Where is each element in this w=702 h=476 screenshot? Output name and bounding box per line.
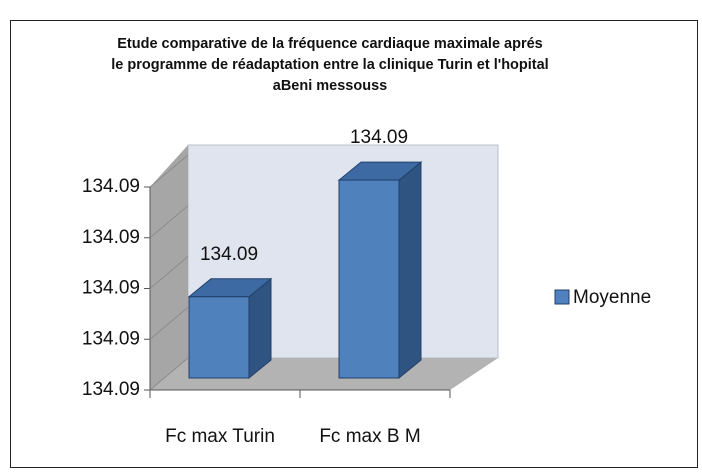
x-tick-label: Fc max B M [319, 426, 420, 447]
grid-line [149, 256, 189, 289]
legend-swatch [554, 289, 570, 305]
y-tick-label: 134.09 [82, 379, 140, 400]
bar [338, 179, 400, 379]
grid-line [149, 154, 189, 188]
y-tick-label: 134.09 [82, 278, 140, 299]
data-label: 134.09 [350, 127, 408, 148]
grid-line [149, 357, 189, 391]
bar [188, 296, 250, 379]
chart-frame [10, 20, 698, 468]
grid-line [149, 306, 189, 340]
bar-side [398, 161, 422, 380]
legend-label: Moyenne [573, 287, 651, 308]
y-tick-label: 134.09 [82, 176, 140, 197]
data-label: 134.09 [200, 244, 258, 265]
y-tick-label: 134.09 [82, 328, 140, 349]
grid-line [149, 205, 189, 239]
side-wall [150, 145, 188, 390]
y-tick-label: 134.09 [82, 227, 140, 248]
x-tick-label: Fc max Turin [165, 426, 275, 447]
chart-title: Etude comparative de la fréquence cardia… [111, 36, 549, 94]
